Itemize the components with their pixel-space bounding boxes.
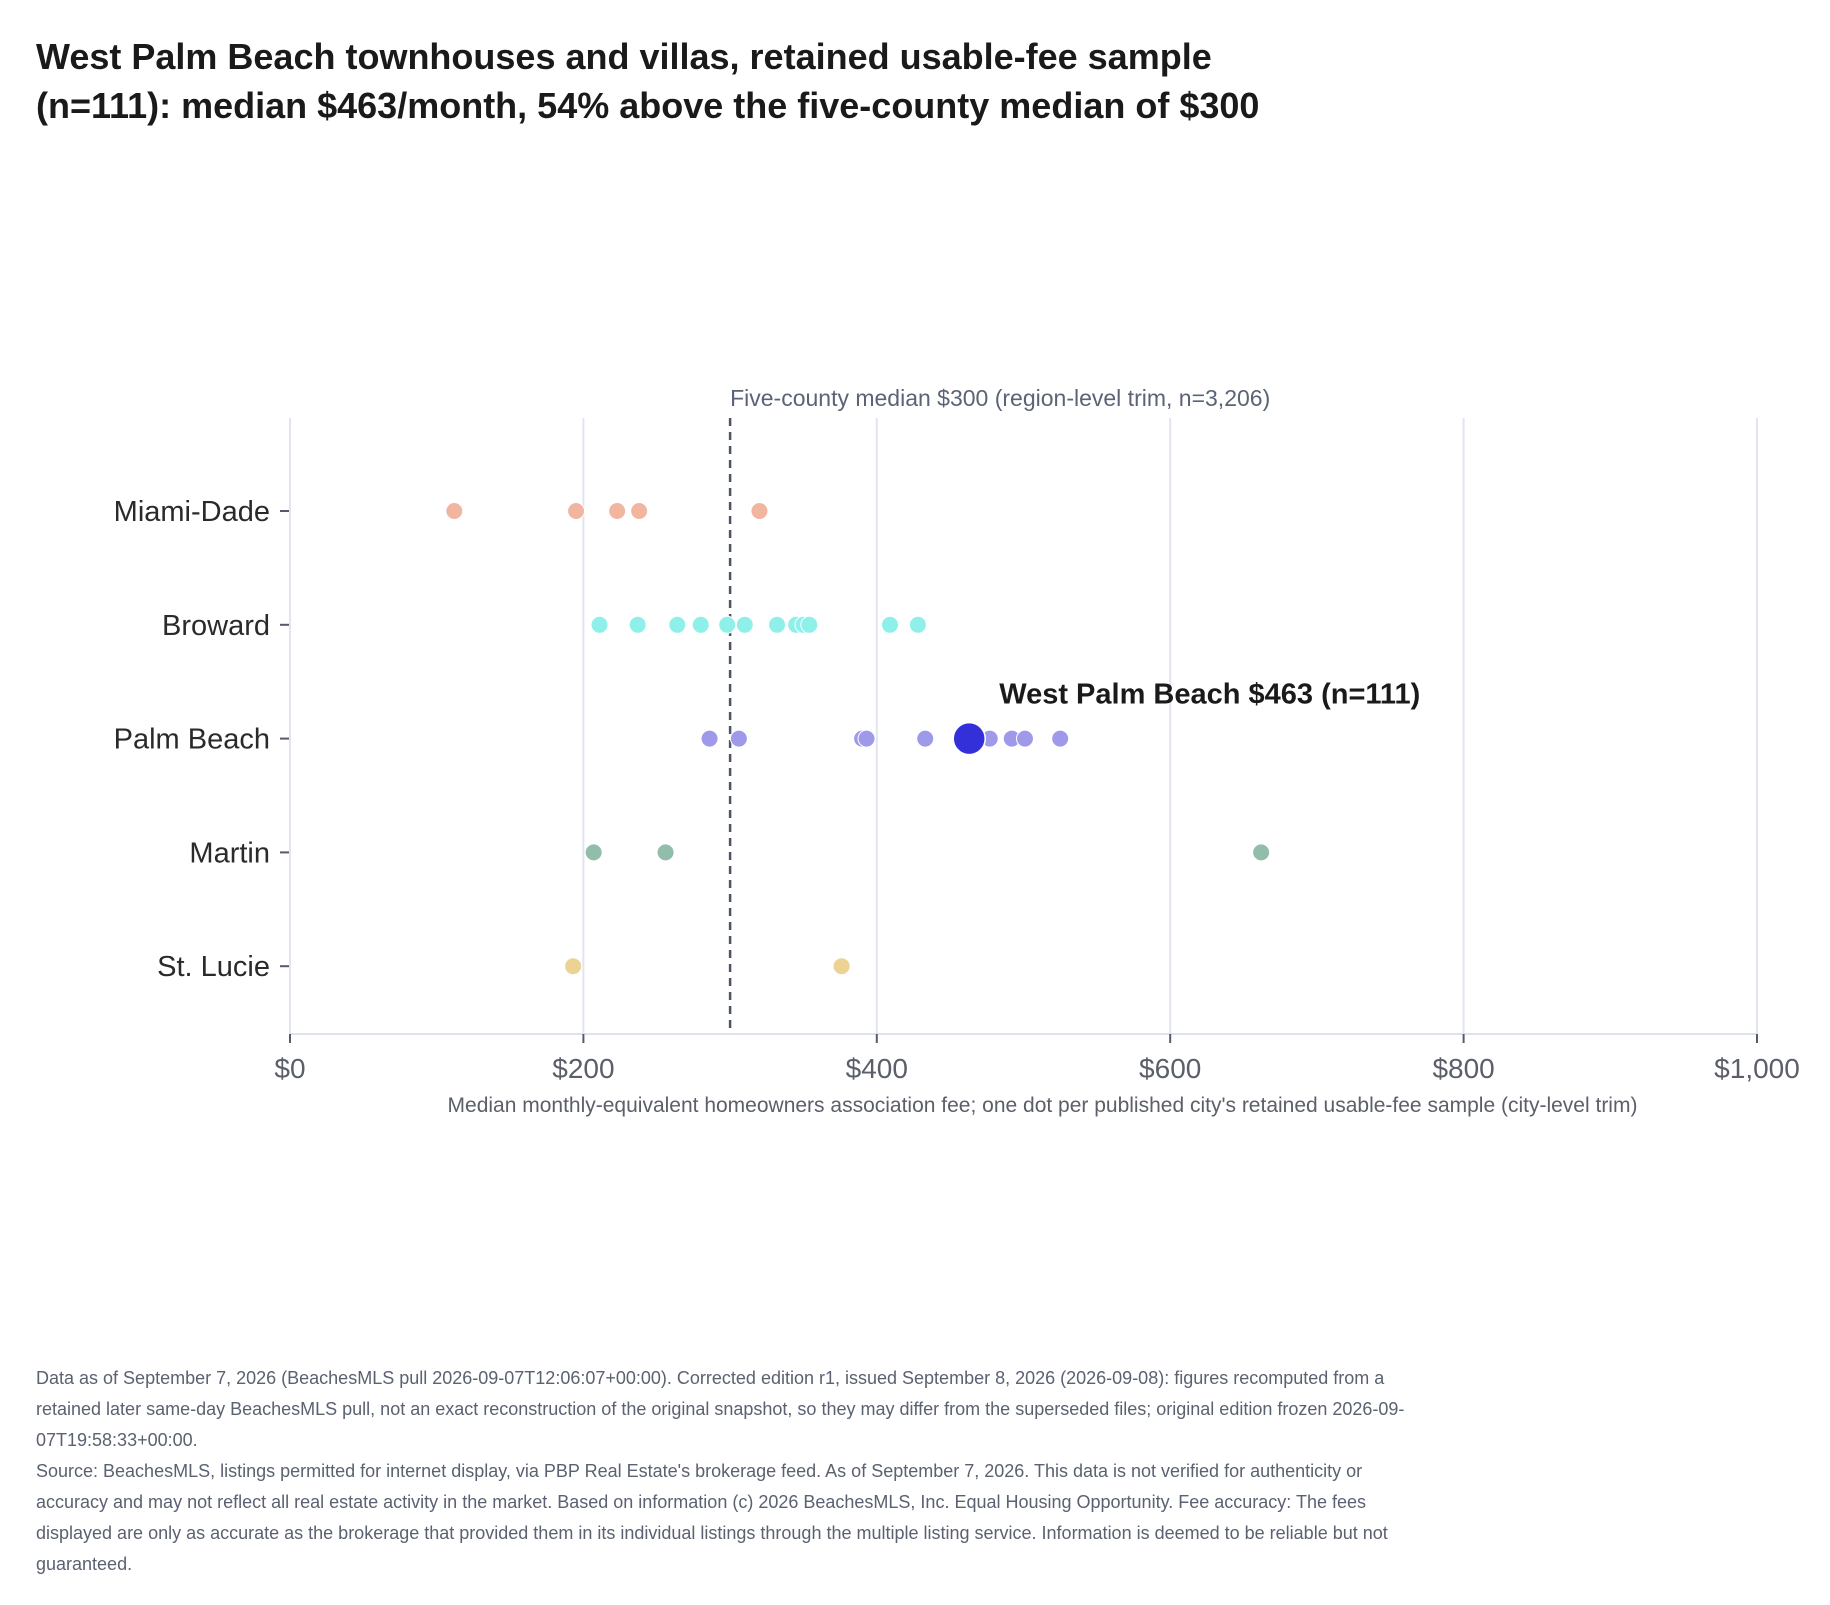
x-tick-label: $400 — [846, 1053, 908, 1084]
data-point-miami-dade-4 — [750, 502, 769, 520]
data-point-palm-beach-7 — [1015, 729, 1034, 748]
labels: West Palm Beach $463 (n=111) — [999, 679, 1420, 711]
x-tick-label: $1,000 — [1714, 1053, 1800, 1084]
data-point-miami-dade-2 — [608, 502, 627, 520]
data-point-broward-9 — [800, 615, 819, 634]
reference-line-label: Five-county median $300 (region-level tr… — [730, 385, 1270, 411]
data-point-broward-11 — [908, 615, 927, 634]
data-point-martin-1 — [656, 843, 675, 862]
data-point-broward-3 — [691, 615, 710, 634]
data-point-miami-dade-0 — [445, 502, 464, 520]
data-point-st-lucie-0 — [564, 957, 583, 976]
data-point-st-lucie-1 — [832, 957, 851, 976]
data-point-palm-beach-3 — [857, 729, 876, 748]
reference-line-group: Five-county median $300 (region-level tr… — [728, 385, 1270, 1034]
x-tick-label: $200 — [552, 1053, 614, 1084]
y-category-label: Palm Beach — [114, 724, 270, 756]
chart-title: West Palm Beach townhouses and villas, r… — [36, 36, 1260, 126]
data-point-broward-0 — [590, 615, 609, 634]
data-point-broward-4 — [718, 615, 737, 634]
y-category-label: Miami-Dade — [114, 496, 270, 528]
data-point-palm-beach-0 — [700, 729, 719, 748]
data-point-palm-beach-4 — [916, 729, 935, 748]
y-category-label: Broward — [162, 610, 270, 642]
data-point-martin-2 — [1252, 843, 1271, 862]
data-point-miami-dade-1 — [567, 502, 586, 520]
data-point-palm-beach-8 — [1051, 729, 1070, 748]
footer-notes: Data as of September 7, 2026 (BeachesMLS… — [36, 1363, 1416, 1580]
y-category-label: Martin — [189, 837, 270, 869]
footer-data-note: Data as of September 7, 2026 (BeachesMLS… — [36, 1368, 1405, 1450]
data-point-martin-0 — [584, 843, 603, 862]
data-point-palm-beach-1 — [729, 729, 748, 748]
x-tick-label: $0 — [274, 1053, 305, 1084]
axes: $0 $200 $400 $600 $800 $1,000 Median monthly-e… — [114, 418, 1800, 1117]
data-point-broward-6 — [768, 615, 787, 634]
data-point-broward-5 — [735, 615, 754, 634]
highlight-label: West Palm Beach $463 (n=111) — [999, 679, 1420, 711]
data-point-broward-10 — [881, 615, 900, 634]
footer-source: Source: BeachesMLS, listings permitted f… — [36, 1461, 1388, 1574]
y-category-label: St. Lucie — [157, 951, 270, 983]
data-point-broward-2 — [668, 615, 687, 634]
data-point-broward-1 — [628, 615, 647, 634]
x-tick-label: $800 — [1432, 1053, 1494, 1084]
x-tick-label: $600 — [1139, 1053, 1201, 1084]
data-point-miami-dade-3 — [630, 502, 649, 520]
x-axis-title: Median monthly-equivalent homeowners ass… — [448, 1094, 1638, 1117]
highlight-point — [952, 721, 986, 756]
grid-lines — [582, 418, 1758, 1034]
data-points — [445, 502, 1271, 976]
